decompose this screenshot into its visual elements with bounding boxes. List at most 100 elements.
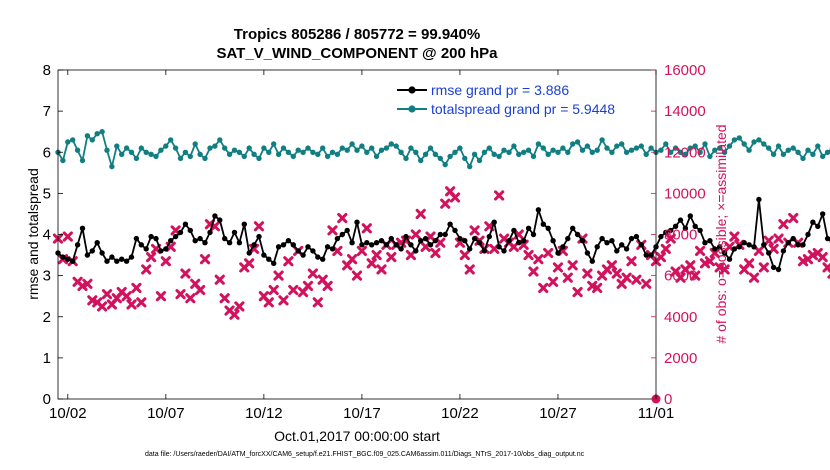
rmse-point xyxy=(604,240,610,246)
obs-point xyxy=(758,262,769,273)
obs-point xyxy=(729,231,740,242)
rmse-point xyxy=(633,233,640,240)
rmse-point xyxy=(226,240,233,246)
totalspread-point xyxy=(692,143,698,149)
totalspread-point xyxy=(721,149,728,155)
rmse-point xyxy=(712,246,718,252)
x-tick-label: 10/12 xyxy=(245,405,283,422)
totalspread-point xyxy=(805,147,811,153)
rmse-point xyxy=(594,244,600,250)
rmse-point xyxy=(60,254,66,260)
totalspread-point xyxy=(359,143,365,149)
obs-point xyxy=(768,243,779,254)
rmse-point xyxy=(109,254,115,260)
rmse-point xyxy=(143,246,149,252)
totalspread-point xyxy=(320,145,326,151)
totalspread-point xyxy=(535,141,542,147)
rmse-point xyxy=(476,240,483,246)
rmse-point xyxy=(138,242,144,248)
obs-point xyxy=(361,223,372,234)
obs-point xyxy=(744,258,755,269)
rmse-point xyxy=(775,266,782,273)
plot-area xyxy=(58,70,656,399)
rmse-point xyxy=(280,242,287,248)
totalspread-point xyxy=(172,145,179,151)
obs-point xyxy=(121,291,132,302)
rmse-point xyxy=(521,238,527,244)
obs-point xyxy=(621,272,632,283)
rmse-point xyxy=(623,246,630,252)
totalspread-point xyxy=(496,153,502,160)
totalspread-point xyxy=(609,149,615,155)
obs-point xyxy=(288,284,299,296)
totalspread-point xyxy=(447,153,453,160)
rmse-point xyxy=(422,235,429,242)
rmse-point xyxy=(731,246,738,252)
obs-point xyxy=(538,282,549,294)
rmse-point xyxy=(491,219,497,225)
totalspread-point xyxy=(60,157,66,164)
rmse-series xyxy=(55,196,830,273)
obs-point xyxy=(366,258,377,269)
obs-point xyxy=(97,301,108,312)
rmse-point xyxy=(70,258,76,264)
totalspread-point xyxy=(530,153,537,160)
totalspread-point xyxy=(599,137,605,143)
rmse-point xyxy=(584,250,591,256)
totalspread-point xyxy=(785,147,791,153)
rmse-point xyxy=(516,240,522,246)
rmse-point xyxy=(486,233,492,240)
obs-point xyxy=(592,282,603,294)
obs-point xyxy=(253,221,265,232)
totalspread-point xyxy=(555,149,561,155)
totalspread-point xyxy=(143,149,149,155)
totalspread-point xyxy=(65,139,71,145)
x-tick-label: 10/17 xyxy=(343,405,381,422)
obs-point xyxy=(611,268,622,279)
y-left-tick-label: 1 xyxy=(43,350,51,367)
totalspread-point xyxy=(511,143,517,149)
rmse-point xyxy=(707,238,713,244)
rmse-point xyxy=(550,238,556,244)
rmse-point xyxy=(212,213,218,219)
rmse-point xyxy=(599,235,605,242)
rmse-point xyxy=(481,248,488,254)
rmse-point xyxy=(290,242,296,248)
rmse-point xyxy=(589,258,595,264)
totalspread-point xyxy=(226,151,233,157)
totalspread-point xyxy=(324,153,331,160)
rmse-point xyxy=(305,244,311,250)
rmse-point xyxy=(99,250,105,256)
totalspread-point xyxy=(383,145,390,151)
obs-point xyxy=(709,247,720,259)
x-tick-label: 10/27 xyxy=(539,405,577,422)
rmse-point xyxy=(354,219,360,225)
legend-spread-marker xyxy=(408,105,416,113)
x-tick-label: 10/07 xyxy=(147,405,185,422)
totalspread-point xyxy=(413,149,419,155)
rmse-point xyxy=(751,244,757,250)
totalspread-point xyxy=(295,147,301,153)
totalspread-point xyxy=(731,137,738,143)
obs-point xyxy=(704,256,716,267)
totalspread-point xyxy=(751,139,757,145)
totalspread-point xyxy=(800,155,806,162)
totalspread-point xyxy=(697,149,703,155)
totalspread-point xyxy=(369,145,375,151)
obs-point xyxy=(528,266,539,277)
y-left-tick-label: 6 xyxy=(43,144,51,161)
totalspread-point xyxy=(133,155,140,162)
totalspread-point xyxy=(177,155,184,162)
totalspread-point xyxy=(290,153,296,160)
obs-point xyxy=(788,212,799,224)
obs-point xyxy=(136,297,147,308)
totalspread-point xyxy=(491,151,497,157)
totalspread-point xyxy=(99,129,105,135)
obs-point xyxy=(817,252,828,263)
obs-point xyxy=(543,247,554,259)
y-axis-right: 0 2000 4000 6000 8000 10000 12000 14000 16000 xyxy=(651,62,706,408)
totalspread-point xyxy=(462,155,468,162)
obs-point xyxy=(440,198,451,209)
obs-point xyxy=(312,297,323,308)
rmse-point xyxy=(682,225,689,231)
